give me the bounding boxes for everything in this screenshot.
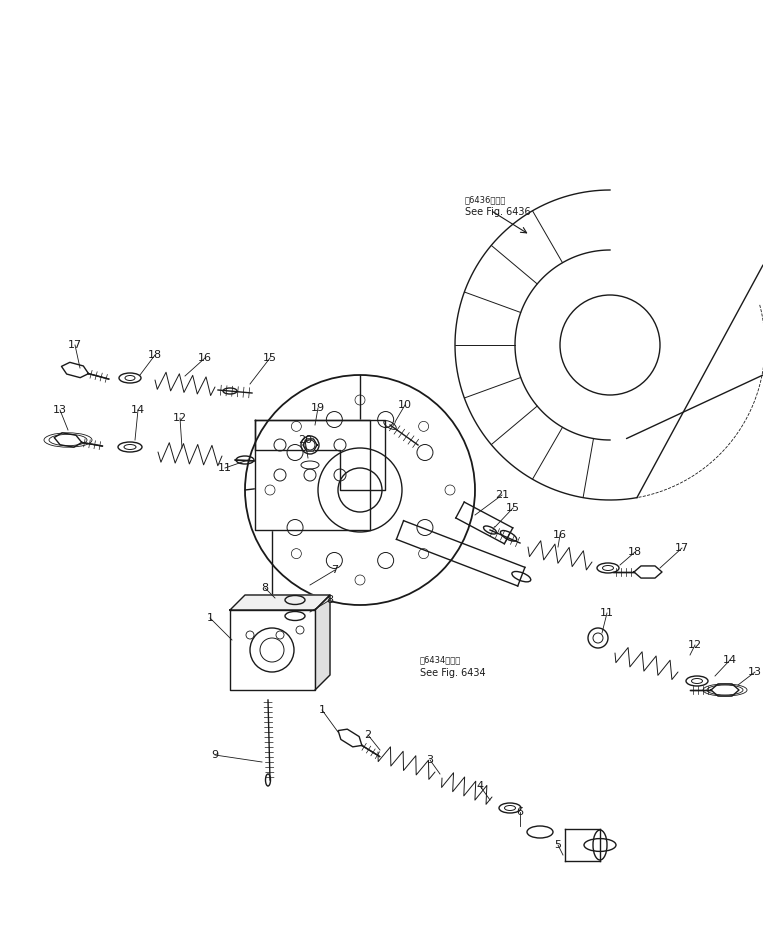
Text: 13: 13 <box>748 667 762 677</box>
Polygon shape <box>255 420 385 490</box>
Text: 14: 14 <box>131 405 145 415</box>
Polygon shape <box>62 362 89 377</box>
Text: 13: 13 <box>53 405 67 415</box>
Text: 4: 4 <box>476 781 484 791</box>
Text: 7: 7 <box>331 565 339 575</box>
Text: 8: 8 <box>262 583 269 593</box>
Text: 5: 5 <box>555 840 562 850</box>
Polygon shape <box>338 730 362 747</box>
Polygon shape <box>711 684 739 696</box>
Polygon shape <box>315 595 330 690</box>
Text: 12: 12 <box>688 640 702 650</box>
Text: 6: 6 <box>517 807 523 817</box>
Text: 17: 17 <box>68 340 82 350</box>
Polygon shape <box>634 566 662 578</box>
Text: 14: 14 <box>723 655 737 665</box>
Text: 第6434図参照: 第6434図参照 <box>420 655 462 665</box>
Text: 10: 10 <box>398 400 412 410</box>
Text: 11: 11 <box>600 608 614 618</box>
Text: 3: 3 <box>427 755 433 765</box>
Text: 9: 9 <box>211 750 218 760</box>
Text: 18: 18 <box>148 350 162 360</box>
Polygon shape <box>230 610 315 690</box>
Text: 1: 1 <box>318 705 326 715</box>
Polygon shape <box>54 433 82 447</box>
Text: 15: 15 <box>506 503 520 513</box>
Polygon shape <box>230 595 330 610</box>
Polygon shape <box>303 439 317 451</box>
Text: 8: 8 <box>327 595 333 605</box>
Polygon shape <box>255 420 370 530</box>
Text: 2: 2 <box>365 730 372 740</box>
Text: 16: 16 <box>198 353 212 363</box>
Text: 11: 11 <box>218 463 232 473</box>
Text: 19: 19 <box>311 403 325 413</box>
Text: 1: 1 <box>207 613 214 623</box>
Text: 21: 21 <box>495 490 509 500</box>
Text: See Fig. 6436: See Fig. 6436 <box>465 207 530 217</box>
Text: 17: 17 <box>675 543 689 553</box>
Text: See Fig. 6434: See Fig. 6434 <box>420 668 485 678</box>
Text: 15: 15 <box>263 353 277 363</box>
Text: 20: 20 <box>298 435 312 445</box>
Text: 18: 18 <box>628 547 642 557</box>
Text: 12: 12 <box>173 413 187 423</box>
Text: 第6436図参照: 第6436図参照 <box>465 196 507 205</box>
Text: 16: 16 <box>553 530 567 540</box>
